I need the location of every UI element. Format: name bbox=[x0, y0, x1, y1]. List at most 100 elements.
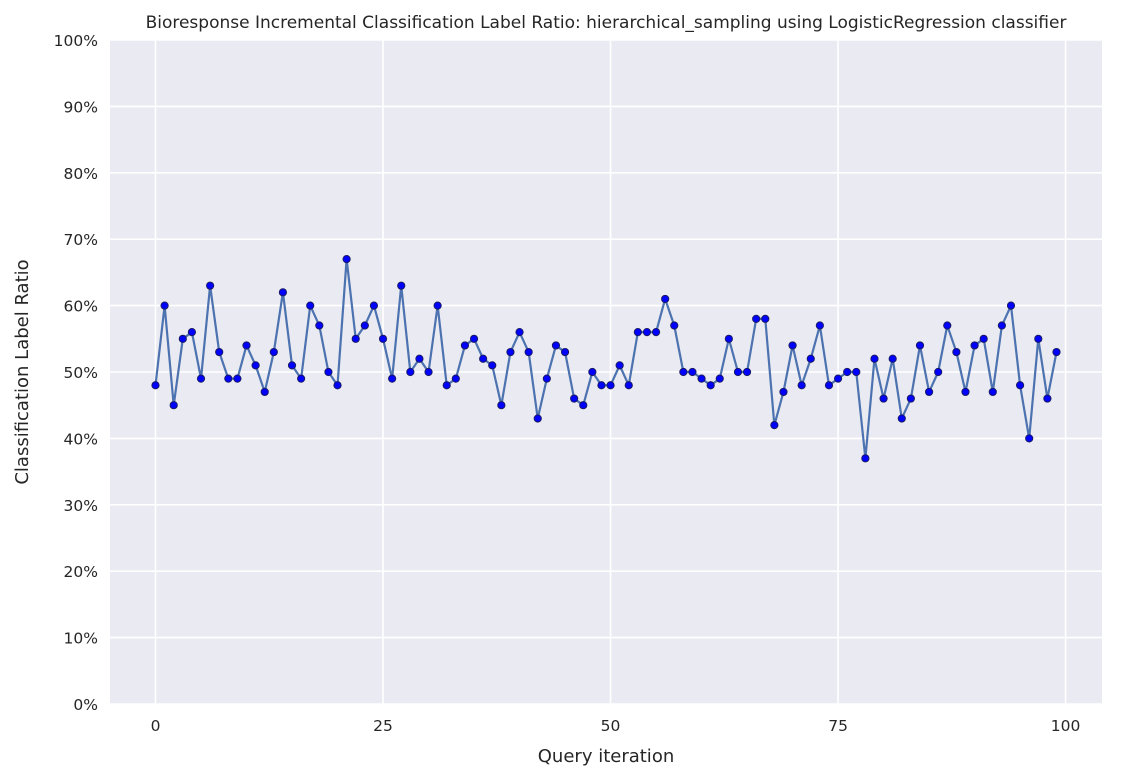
data-point bbox=[278, 288, 288, 297]
y-ticks: 0% 10% 20% 30% 40% 50% 60% 70% 80% 90% 100% bbox=[54, 32, 98, 714]
y-tick-label: 100% bbox=[54, 32, 98, 50]
data-point bbox=[733, 367, 743, 377]
data-point bbox=[742, 367, 752, 377]
data-point bbox=[560, 347, 570, 357]
data-point bbox=[570, 394, 579, 403]
data-point bbox=[342, 255, 351, 264]
data-point bbox=[515, 328, 524, 337]
data-point bbox=[551, 341, 561, 350]
y-tick-label: 70% bbox=[64, 231, 98, 249]
data-point bbox=[579, 401, 588, 410]
data-point bbox=[542, 374, 551, 383]
data-point bbox=[324, 367, 333, 377]
data-point bbox=[497, 401, 506, 410]
data-point bbox=[724, 334, 733, 343]
data-point bbox=[233, 374, 242, 383]
data-point bbox=[752, 314, 761, 323]
data-point bbox=[315, 321, 324, 330]
data-point bbox=[961, 387, 970, 397]
x-tick-label: 75 bbox=[828, 717, 848, 735]
data-point bbox=[178, 334, 187, 343]
data-point bbox=[424, 367, 433, 377]
data-point bbox=[460, 341, 470, 350]
data-point bbox=[533, 414, 542, 423]
data-point bbox=[451, 374, 460, 383]
data-point bbox=[642, 328, 652, 337]
data-point bbox=[479, 354, 488, 363]
data-point bbox=[251, 361, 260, 370]
data-point bbox=[624, 381, 633, 390]
data-point bbox=[943, 321, 952, 330]
data-point bbox=[1043, 394, 1052, 403]
data-point bbox=[843, 367, 852, 377]
data-point bbox=[415, 354, 424, 363]
data-point bbox=[715, 374, 724, 383]
data-point bbox=[915, 341, 925, 350]
x-tick-label: 25 bbox=[373, 717, 393, 735]
data-point bbox=[806, 354, 815, 363]
data-point bbox=[670, 321, 679, 330]
x-tick-label: 100 bbox=[1051, 717, 1081, 735]
data-point bbox=[597, 381, 606, 390]
data-point bbox=[287, 361, 297, 370]
y-tick-label: 0% bbox=[73, 696, 98, 714]
y-tick-label: 80% bbox=[64, 165, 98, 183]
data-point bbox=[824, 381, 834, 390]
y-axis-label: Classification Label Ratio bbox=[12, 259, 33, 484]
data-point bbox=[606, 381, 615, 390]
y-tick-label: 40% bbox=[64, 430, 98, 448]
data-point bbox=[1015, 381, 1025, 390]
data-point bbox=[779, 387, 788, 397]
data-point bbox=[1034, 334, 1043, 343]
data-point bbox=[406, 367, 415, 377]
data-point bbox=[488, 361, 497, 370]
data-point bbox=[815, 321, 824, 330]
data-point bbox=[788, 341, 797, 350]
data-point bbox=[187, 328, 197, 337]
series-line bbox=[154, 258, 1058, 460]
data-point bbox=[888, 354, 897, 363]
data-point bbox=[360, 321, 369, 330]
data-point bbox=[333, 381, 342, 390]
x-tick-label: 0 bbox=[151, 717, 161, 735]
data-point bbox=[688, 367, 697, 377]
data-point bbox=[797, 381, 806, 390]
y-tick-label: 10% bbox=[64, 630, 98, 648]
data-point bbox=[442, 381, 451, 390]
data-point bbox=[633, 328, 642, 337]
y-tick-label: 90% bbox=[64, 98, 98, 116]
y-tick-label: 20% bbox=[64, 563, 98, 581]
data-point bbox=[351, 334, 360, 343]
data-point bbox=[369, 301, 379, 310]
data-point bbox=[970, 341, 979, 350]
data-point bbox=[297, 374, 306, 383]
data-point bbox=[1052, 347, 1061, 357]
data-point bbox=[169, 401, 178, 410]
data-point bbox=[906, 394, 915, 403]
y-tick-label: 30% bbox=[64, 497, 98, 515]
data-point bbox=[870, 354, 879, 363]
data-point bbox=[833, 374, 843, 383]
data-point bbox=[706, 381, 715, 390]
data-point bbox=[1025, 434, 1034, 443]
data-point bbox=[861, 454, 870, 463]
data-point bbox=[988, 387, 997, 397]
data-point bbox=[269, 347, 278, 357]
data-point bbox=[196, 374, 206, 383]
chart-title: Bioresponse Incremental Classification L… bbox=[146, 13, 1067, 33]
data-point bbox=[1006, 301, 1016, 310]
data-point bbox=[770, 421, 779, 430]
data-point bbox=[979, 334, 988, 343]
y-tick-label: 50% bbox=[64, 364, 98, 382]
data-point bbox=[388, 374, 397, 383]
data-point bbox=[761, 314, 770, 323]
data-point bbox=[924, 387, 934, 397]
data-point bbox=[397, 281, 406, 290]
data-point bbox=[224, 374, 233, 383]
data-point bbox=[697, 374, 706, 383]
data-point bbox=[852, 367, 861, 377]
data-point bbox=[952, 347, 961, 357]
data-point bbox=[433, 301, 442, 310]
data-points bbox=[151, 255, 1061, 463]
